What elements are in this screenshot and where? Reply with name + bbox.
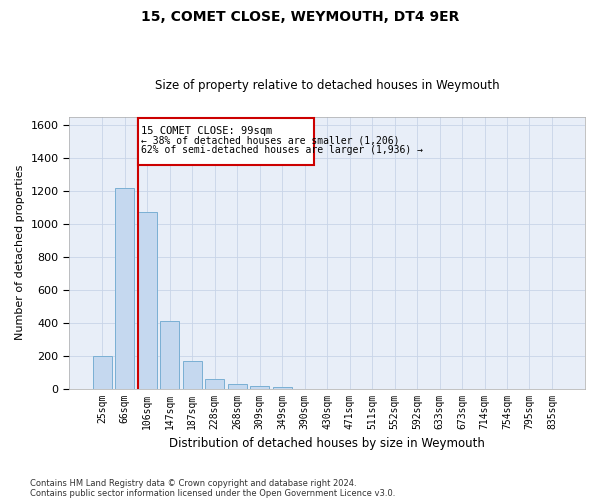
Text: 15, COMET CLOSE, WEYMOUTH, DT4 9ER: 15, COMET CLOSE, WEYMOUTH, DT4 9ER (141, 10, 459, 24)
Bar (160, 321, 179, 388)
X-axis label: Distribution of detached houses by size in Weymouth: Distribution of detached houses by size … (169, 437, 485, 450)
Bar (92, 356, 112, 388)
Bar (137, 118, 314, 166)
Y-axis label: Number of detached properties: Number of detached properties (15, 165, 25, 340)
Bar (227, 384, 247, 388)
Text: 62% of semi-detached houses are larger (1,936) →: 62% of semi-detached houses are larger (… (141, 145, 423, 155)
Title: Size of property relative to detached houses in Weymouth: Size of property relative to detached ho… (155, 79, 499, 92)
Text: Contains public sector information licensed under the Open Government Licence v3: Contains public sector information licen… (30, 490, 395, 498)
Bar (205, 380, 224, 388)
Bar (182, 362, 202, 388)
Bar (272, 386, 292, 388)
Text: Contains HM Land Registry data © Crown copyright and database right 2024.: Contains HM Land Registry data © Crown c… (30, 478, 356, 488)
Text: ← 38% of detached houses are smaller (1,206): ← 38% of detached houses are smaller (1,… (141, 136, 400, 145)
Bar (115, 188, 134, 388)
Bar (137, 212, 157, 388)
Bar (250, 386, 269, 388)
Text: 15 COMET CLOSE: 99sqm: 15 COMET CLOSE: 99sqm (141, 126, 272, 136)
